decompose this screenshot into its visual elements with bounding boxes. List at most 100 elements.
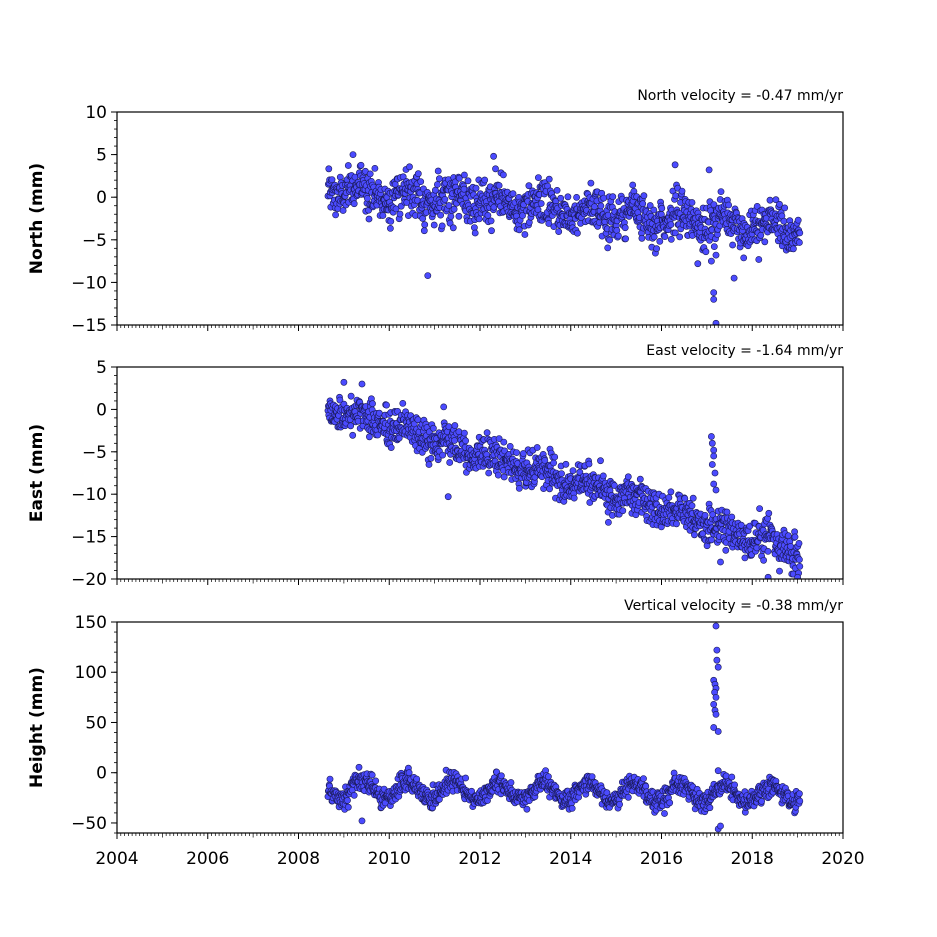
east-data-point: [439, 451, 446, 459]
east-data-point: [427, 454, 435, 462]
east-outlier-point: [764, 573, 772, 579]
height-outlier-point: [717, 822, 724, 830]
height-panel: 150 100 50 0 −50 2004 2006 2008 2010 2012 2014 2016…: [27, 598, 865, 869]
east-outlier-point: [440, 403, 448, 411]
height-outlier-point: [713, 656, 721, 664]
north-data-point: [481, 176, 489, 184]
height-data-point: [603, 789, 611, 797]
north-data-point: [396, 210, 404, 218]
north-outlier-point: [710, 289, 718, 296]
east-data-point: [455, 428, 463, 436]
north-data-point: [488, 227, 495, 235]
east-data-point: [546, 485, 553, 493]
height-data-point: [796, 790, 803, 798]
east-data-point: [483, 429, 491, 437]
north-data-point: [379, 212, 387, 219]
north-data-point: [678, 187, 686, 195]
east-data-point: [383, 401, 390, 409]
north-outlier-point: [671, 161, 679, 169]
east-y-tick-label: −15: [71, 528, 107, 548]
north-data-point: [519, 212, 526, 219]
east-data-point: [349, 431, 357, 439]
height-outlier-point: [714, 663, 722, 671]
east-y-tick-label: −20: [71, 570, 107, 590]
east-data-point: [691, 531, 698, 539]
east-data-point: [619, 507, 627, 515]
east-data-point: [688, 502, 696, 510]
north-data-point: [650, 206, 658, 214]
height-data-point: [545, 773, 552, 780]
north-data-point: [325, 165, 333, 173]
north-outlier-point: [694, 260, 702, 268]
east-data-point: [569, 467, 577, 474]
north-data-point: [414, 170, 422, 178]
height-data-point: [326, 775, 334, 783]
east-data-point: [347, 392, 355, 400]
east-y-tick-label: −10: [71, 485, 107, 505]
north-outlier-point: [490, 152, 497, 160]
north-data-point: [441, 195, 449, 203]
height-data-point: [355, 763, 363, 771]
north-data-point: [629, 181, 637, 189]
east-data-point: [495, 435, 503, 442]
east-data-point: [500, 438, 508, 446]
east-outlier-point: [358, 380, 366, 388]
height-outlier-point: [712, 622, 720, 630]
north-panel: 10 5 0 −5 −10 −15 North (mm) North velocity = -…: [27, 88, 844, 336]
east-data-point: [787, 543, 794, 550]
east-data-point: [369, 400, 376, 408]
north-data-point: [521, 231, 529, 238]
north-data-point: [688, 199, 696, 206]
east-outlier-point: [717, 558, 724, 566]
east-data-point: [551, 453, 559, 461]
east-data-point: [756, 505, 763, 512]
north-outlier-point: [424, 272, 432, 279]
height-data-point: [468, 787, 475, 795]
north-data-point: [434, 167, 442, 175]
north-data-point: [455, 212, 463, 220]
north-y-tick-label: 5: [96, 146, 107, 166]
north-data-point: [406, 163, 413, 171]
north-outlier-point: [708, 257, 715, 265]
east-data-point: [501, 447, 508, 455]
east-data-point: [562, 460, 570, 468]
north-data-point: [437, 211, 444, 219]
north-data-point: [621, 224, 629, 232]
height-points: [324, 622, 804, 833]
east-data-point: [796, 556, 803, 563]
north-data-point: [573, 193, 580, 201]
north-data-point: [472, 184, 480, 192]
height-data-point: [640, 775, 647, 782]
north-data-point: [438, 222, 446, 230]
height-data-point: [568, 805, 576, 812]
north-data-point: [490, 203, 498, 211]
east-outlier-point: [708, 433, 715, 440]
east-data-point: [347, 422, 355, 430]
east-outlier-point: [711, 469, 719, 477]
east-points: [324, 378, 804, 579]
height-y-tick-label: 50: [85, 713, 107, 733]
east-data-point: [728, 513, 736, 521]
east-data-point: [681, 495, 689, 502]
north-data-point: [537, 200, 545, 207]
north-y-tick-label: 10: [85, 103, 107, 123]
east-outlier-point: [340, 378, 348, 386]
height-data-point: [344, 803, 352, 811]
north-data-point: [796, 239, 803, 246]
height-data-point: [462, 774, 469, 782]
north-data-point: [780, 217, 788, 225]
north-data-point: [555, 228, 563, 235]
north-data-point: [357, 161, 365, 169]
height-data-point: [758, 797, 765, 805]
east-data-point: [550, 459, 557, 467]
height-outlier-point: [358, 817, 366, 825]
north-data-point: [421, 221, 429, 229]
height-outlier-point: [713, 646, 721, 654]
north-y-tick-label: −5: [82, 231, 107, 251]
east-data-point: [460, 429, 468, 437]
east-y-tick-label: 5: [96, 358, 107, 378]
east-data-point: [796, 563, 804, 570]
east-data-point: [399, 399, 407, 407]
east-data-point: [485, 469, 493, 477]
east-data-point: [515, 484, 523, 492]
